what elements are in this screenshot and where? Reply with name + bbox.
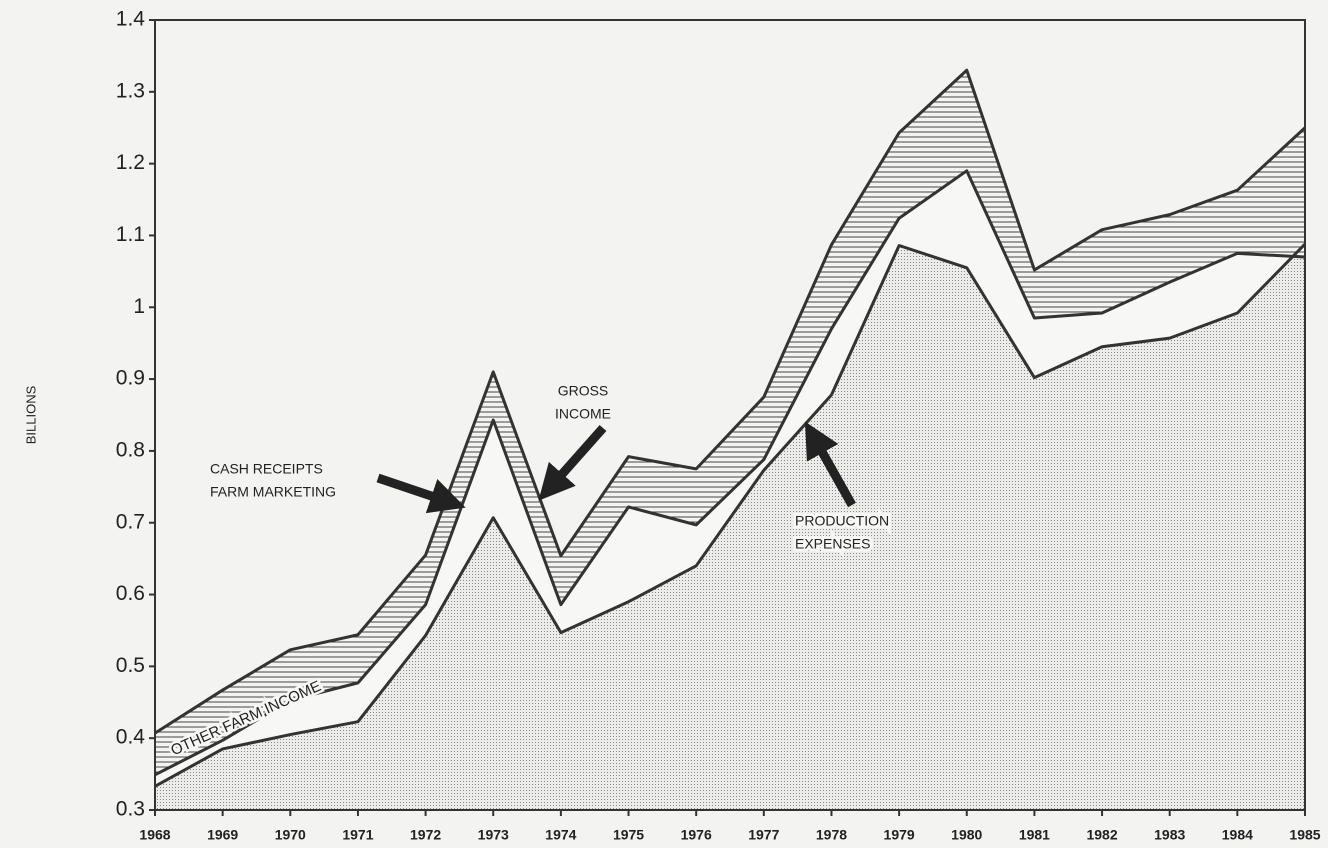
y-tick-label: 1.2 bbox=[116, 151, 145, 174]
series-line bbox=[154, 169, 1306, 777]
x-tick-label: 1973 bbox=[478, 827, 509, 843]
x-tick-label: 1968 bbox=[139, 827, 170, 843]
series-line bbox=[154, 68, 1307, 735]
expenses-area bbox=[155, 244, 1305, 810]
arrow bbox=[538, 425, 607, 501]
x-tick-label: 1977 bbox=[748, 827, 779, 843]
x-tick-label: 1982 bbox=[1086, 827, 1117, 843]
x-tick-label: 1976 bbox=[681, 827, 712, 843]
y-axis-label: BILLIONS bbox=[23, 385, 38, 444]
x-tick-label: 1978 bbox=[816, 827, 847, 843]
x-tick-label: 1980 bbox=[951, 827, 982, 843]
x-tick-label: 1972 bbox=[410, 827, 441, 843]
x-tick-label: 1970 bbox=[275, 827, 306, 843]
x-tick-label: 1969 bbox=[207, 827, 238, 843]
arrow bbox=[804, 421, 856, 508]
y-tick-label: 1.1 bbox=[116, 223, 145, 246]
x-tick-label: 1985 bbox=[1289, 827, 1320, 843]
y-tick-label: 0.8 bbox=[116, 438, 145, 461]
annotation: FARM MARKETING bbox=[210, 484, 336, 500]
annotation: CASH RECEIPTS bbox=[210, 461, 323, 477]
y-tick-label: 0.7 bbox=[116, 510, 145, 533]
y-tick-label: 0.6 bbox=[116, 582, 145, 605]
x-tick-label: 1971 bbox=[342, 827, 373, 843]
x-tick-label: 1975 bbox=[613, 827, 644, 843]
y-tick-label: 0.5 bbox=[116, 654, 145, 677]
areas bbox=[155, 70, 1305, 810]
y-tick-label: 1 bbox=[133, 295, 145, 318]
cash-area bbox=[155, 170, 1305, 787]
plot-frame bbox=[154, 19, 1306, 811]
y-tick-label: 0.9 bbox=[116, 367, 145, 390]
y-tick-label: 1.4 bbox=[116, 8, 146, 31]
lines bbox=[154, 68, 1307, 788]
y-tick-label: 1.3 bbox=[116, 79, 145, 102]
annotation: GROSS bbox=[558, 383, 609, 399]
x-tick-label: 1974 bbox=[545, 827, 576, 843]
y-tick-label: 0.4 bbox=[116, 726, 146, 749]
y-tick-label: 0.3 bbox=[116, 798, 145, 821]
arrow bbox=[376, 473, 466, 514]
annotation: EXPENSES bbox=[795, 536, 870, 552]
annotation: PRODUCTION bbox=[795, 513, 889, 529]
other-income-area bbox=[155, 70, 1305, 775]
x-tick-label: 1984 bbox=[1222, 827, 1253, 843]
series-line bbox=[154, 243, 1307, 788]
annotation: INCOME bbox=[555, 406, 611, 422]
x-tick-label: 1981 bbox=[1019, 827, 1050, 843]
x-tick-label: 1983 bbox=[1154, 827, 1185, 843]
x-tick-label: 1979 bbox=[884, 827, 915, 843]
